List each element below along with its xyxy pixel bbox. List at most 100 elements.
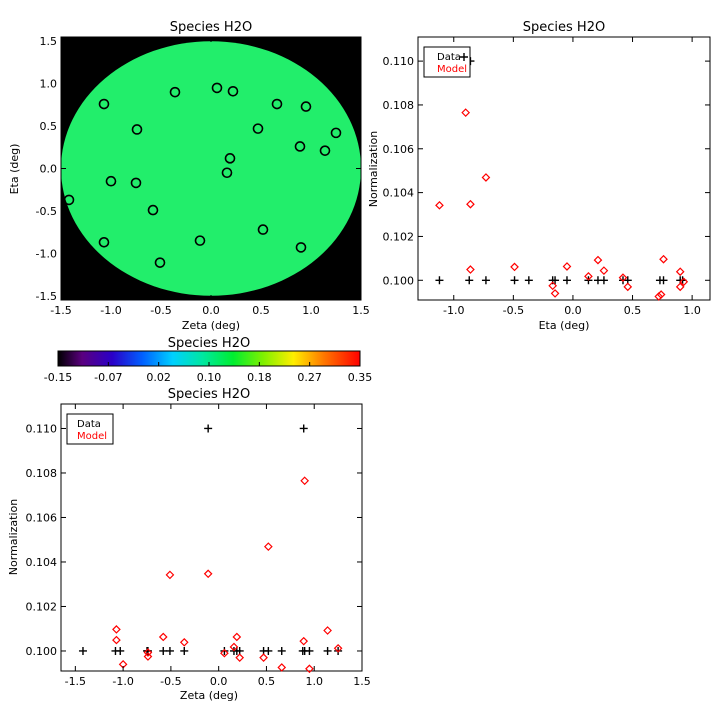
x-tick-label: 0.0 [202,304,220,317]
model-point [179,637,189,647]
map-point [194,235,206,246]
data-point [305,646,314,655]
eta-plot-panel: Species H2O -1.0 -0.5 0.0 0.5 1.0 0.100 0.102… [367,20,711,332]
y-tick-label: 0.106 [26,511,58,524]
colorbar-ticks: -0.15 -0.07 0.02 0.10 0.18 0.27 0.35 [44,362,372,384]
colorbar-title: Species H2O [168,336,250,351]
zeta-plot-ylabel: Normalization [7,499,20,575]
x-tick-label: -0.5 [160,675,181,688]
zeta-plot-xticks: -1.5 -1.0 -0.5 0.0 0.5 1.0 1.5 [65,404,371,688]
model-point [584,271,593,281]
zeta-plot-yticks: 0.100 0.102 0.104 0.106 0.108 0.110 [26,422,362,658]
data-point [159,646,168,655]
model-point [435,200,444,210]
x-tick-label: 1.5 [353,675,371,688]
y-tick-label: 0.0 [40,163,58,176]
data-point [435,276,444,285]
data-point [277,646,286,655]
model-point [656,290,666,299]
data-point [78,646,87,655]
model-point [235,653,245,662]
colorbar-tick-label: -0.15 [44,371,72,384]
eta-legend-data: Data [437,52,461,63]
zeta-legend-data: Data [77,419,101,430]
model-point [562,262,572,271]
y-tick-label: -0.5 [36,205,57,218]
y-tick-label: 0.104 [383,187,415,200]
map-point [271,98,283,110]
model-point [618,273,628,282]
model-point [323,626,332,635]
colorbar-tick-label: -0.07 [94,371,122,384]
model-point [259,653,268,662]
model-point [659,254,668,264]
x-tick-label: 1.0 [302,304,320,317]
x-tick-label: 1.5 [352,304,370,317]
model-point [623,282,633,292]
map-point [169,86,181,98]
eta-plot-xticks: -1.0 -0.5 0.0 0.5 1.0 [443,37,701,317]
zeta-legend-box [66,413,114,445]
data-point [116,646,125,655]
data-point [204,424,213,433]
model-point [203,569,213,579]
map-ylabel: Eta (deg) [8,144,21,195]
data-point [562,276,571,285]
eta-plot-ylabel: Normalization [367,131,380,207]
data-point [264,646,273,655]
x-tick-label: -0.5 [503,304,524,317]
x-tick-label: -0.5 [150,304,171,317]
map-points [63,82,342,268]
model-point [333,643,343,653]
map-panel: Species H2O -1.5 -1.0 -0.5 0.0 0.5 1.0 1.5 -1.… [8,20,370,332]
model-point [220,648,229,658]
zeta-legend-model: Model [77,431,107,442]
zeta-plot-title: Species H2O [168,387,250,402]
y-tick-label: 0.110 [383,55,415,68]
model-point [299,636,309,646]
map-disk-group [61,41,361,296]
model-point [158,632,168,642]
y-tick-label: 0.108 [26,467,58,480]
model-point [599,266,609,275]
map-point [131,124,143,135]
x-tick-label: 0.0 [564,304,582,317]
map-point [227,85,239,97]
y-tick-label: -1.5 [36,290,57,303]
model-point [548,281,558,291]
map-point [330,127,342,139]
model-point [229,642,239,652]
data-point [220,646,229,655]
map-point [257,224,269,235]
map-title: Species H2O [170,20,252,35]
y-tick-label: 0.5 [40,120,58,133]
x-tick-label: 1.0 [305,675,323,688]
map-point [98,237,110,248]
eta-plot-frame [417,36,711,301]
map-point [224,153,236,164]
eta-plot-xlabel: Eta (deg) [539,319,590,332]
y-tick-label: 0.102 [383,230,415,243]
x-tick-label: -1.0 [443,304,464,317]
model-point [510,262,519,272]
map-point [294,141,306,152]
y-tick-label: 1.5 [40,35,58,48]
y-tick-label: 0.110 [26,422,58,435]
model-point [550,289,560,298]
map-point [221,167,233,179]
map-point [211,82,223,94]
eta-plot-legend: Data Model [423,46,471,78]
data-point [323,646,332,655]
zeta-plot-xlabel: Zeta (deg) [180,689,238,702]
map-point [105,175,117,187]
y-tick-label: 0.100 [383,274,415,287]
model-point [675,282,685,292]
data-point [481,276,490,285]
x-tick-label: -1.5 [50,304,71,317]
x-tick-label: -1.5 [65,675,86,688]
eta-plot-points [435,57,689,301]
colorbar-tick-label: 0.18 [247,371,272,384]
zeta-plot-frame [60,403,363,672]
map-point [98,98,110,110]
